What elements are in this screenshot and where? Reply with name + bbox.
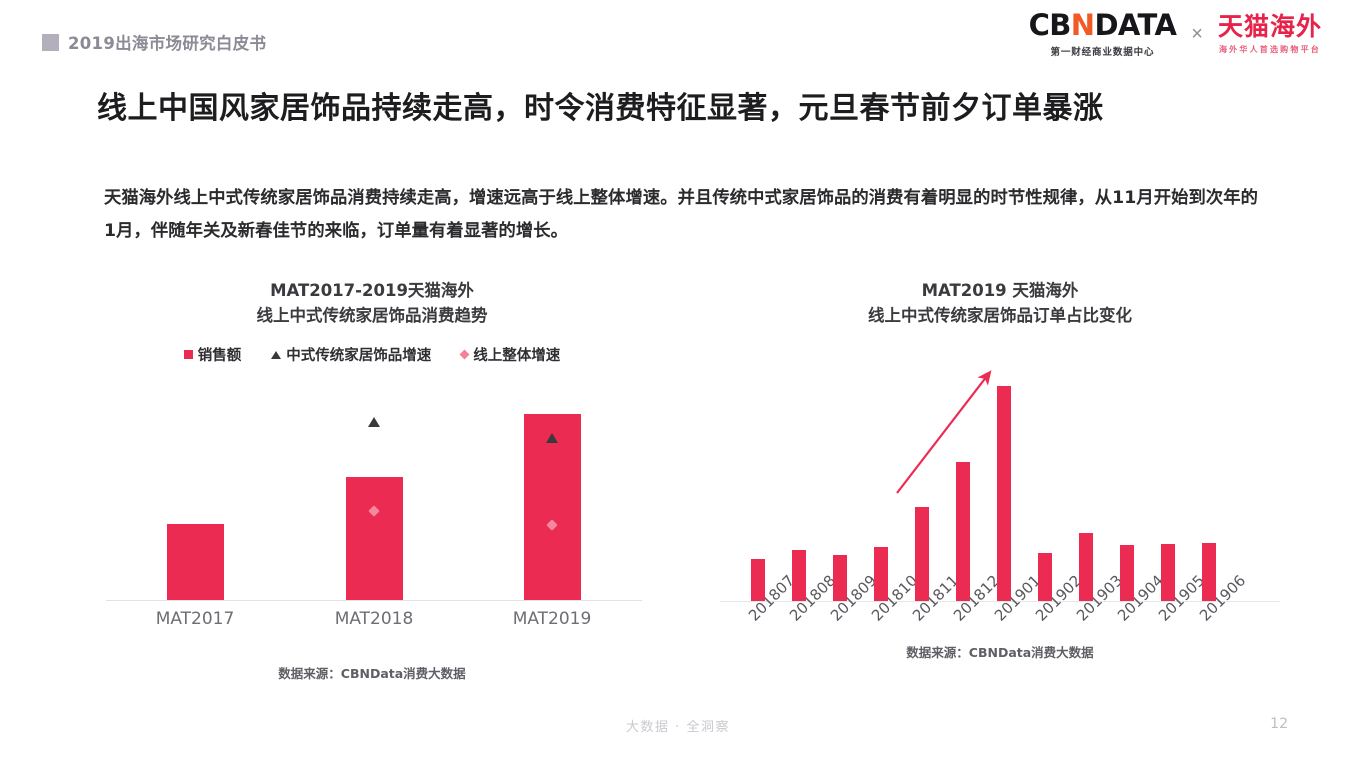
chart-right-bar (1120, 545, 1134, 601)
chart-left-x-label: MAT2017 (155, 609, 235, 629)
chart-left-title: MAT2017-2019天猫海外 线上中式传统家居饰品消费趋势 (92, 278, 652, 328)
chart-left-baseline (106, 600, 642, 601)
chart-left-title-line1: MAT2017-2019天猫海外 (270, 281, 474, 300)
body-paragraph: 天猫海外线上中式传统家居饰品消费持续走高，增速远高于线上整体增速。并且传统中式家… (104, 188, 1259, 241)
legend-diamond-icon (459, 349, 470, 360)
chart-right-x-axis-labels: 201807 201808 201809 201810 201811 201812 2019… (700, 572, 1300, 666)
chart-left-x-axis-labels: MAT2017 MAT2018 MAT2019 (92, 609, 652, 633)
chart-left: MAT2017-2019天猫海外 线上中式传统家居饰品消费趋势 销售额 中式传统… (92, 278, 652, 681)
legend-label-sales: 销售额 (197, 348, 242, 364)
chart-right-plot-area: 201807 201808 201809 201810 201811 201812 2019… (700, 370, 1300, 625)
legend-item-overall-growth: 线上整体增速 (459, 344, 561, 365)
chart-left-bar (345, 477, 403, 600)
tmall-subtitle: 海外华人首选购物平台 (1218, 45, 1321, 54)
chart-left-plot-area: MAT2017 MAT2018 MAT2019 (92, 381, 652, 629)
chart-right-bar (792, 550, 806, 601)
chart-left-bar (523, 414, 581, 600)
chart-right-bar (874, 547, 888, 601)
chart-left-title-line2: 线上中式传统家居饰品消费趋势 (256, 306, 488, 325)
chart-left-bar (166, 523, 224, 600)
chart-right-bar (1202, 543, 1216, 601)
chart-right-bar (1079, 533, 1093, 601)
chart-right-baseline (720, 601, 1280, 602)
chart-left-x-label: MAT2019 (512, 609, 592, 629)
chart-right-title-line2: 线上中式传统家居饰品订单占比变化 (868, 306, 1132, 325)
legend-item-sales: 销售额 (183, 344, 242, 365)
page-number: 12 (1270, 716, 1288, 732)
brand-logos: CBNDATA 第一财经商业数据中心 × 天猫海外 海外华人首选购物平台 (1029, 11, 1322, 59)
cbndata-wordmark-part1: CB (1028, 8, 1072, 42)
cbndata-wordmark: CBNDATA (1029, 11, 1177, 40)
cbndata-subtitle: 第一财经商业数据中心 (1050, 47, 1155, 58)
legend-item-category-growth: 中式传统家居饰品增速 (271, 344, 431, 365)
cbndata-logo: CBNDATA 第一财经商业数据中心 (1029, 11, 1177, 59)
chart-right-bar (1161, 544, 1175, 601)
chart-right-bar (956, 462, 970, 601)
chart-left-x-label: MAT2018 (334, 609, 414, 629)
kicker-label: 2019出海市场研究白皮书 (68, 34, 267, 53)
chart-right-bar (751, 559, 765, 601)
chart-right-title-line1: MAT2019 天猫海外 (921, 281, 1079, 300)
chart-right-bar (997, 386, 1011, 601)
legend-label-overall-growth: 线上整体增速 (473, 348, 561, 364)
footer-tagline: 大数据 · 全洞察 (626, 720, 730, 735)
legend-triangle-icon (271, 350, 282, 359)
legend-label-category-growth: 中式传统家居饰品增速 (286, 348, 432, 364)
chart-right: MAT2019 天猫海外 线上中式传统家居饰品订单占比变化 201807 2018… (700, 278, 1300, 660)
chart-right-bar (1038, 553, 1052, 601)
chart-left-triangle-marker (368, 417, 380, 427)
tmall-overseas-logo: 天猫海外 海外华人首选购物平台 (1218, 14, 1322, 55)
chart-left-triangle-marker (546, 433, 558, 443)
chart-right-source: 数据来源：CBNData消费大数据 (906, 645, 1094, 660)
cbndata-wordmark-n: N (1070, 8, 1095, 42)
header-kicker: 2019出海市场研究白皮书 (42, 30, 266, 54)
chart-right-bar (833, 555, 847, 601)
chart-right-title: MAT2019 天猫海外 线上中式传统家居饰品订单占比变化 (700, 278, 1300, 328)
chart-left-legend: 销售额 中式传统家居饰品增速 线上整体增速 (92, 344, 652, 365)
tmall-wordmark: 天猫海外 (1217, 12, 1322, 41)
page-title: 线上中国风家居饰品持续走高，时令消费特征显著，元旦春节前夕订单暴涨 (97, 91, 1104, 126)
logo-separator-x-icon: × (1191, 23, 1203, 45)
chart-left-source: 数据来源：CBNData消费大数据 (278, 666, 466, 681)
kicker-square-icon (42, 33, 59, 51)
legend-square-icon (183, 350, 193, 359)
growth-arrow-icon (896, 370, 992, 494)
chart-right-bar (915, 507, 929, 601)
cbndata-wordmark-part2: DATA (1094, 8, 1177, 42)
